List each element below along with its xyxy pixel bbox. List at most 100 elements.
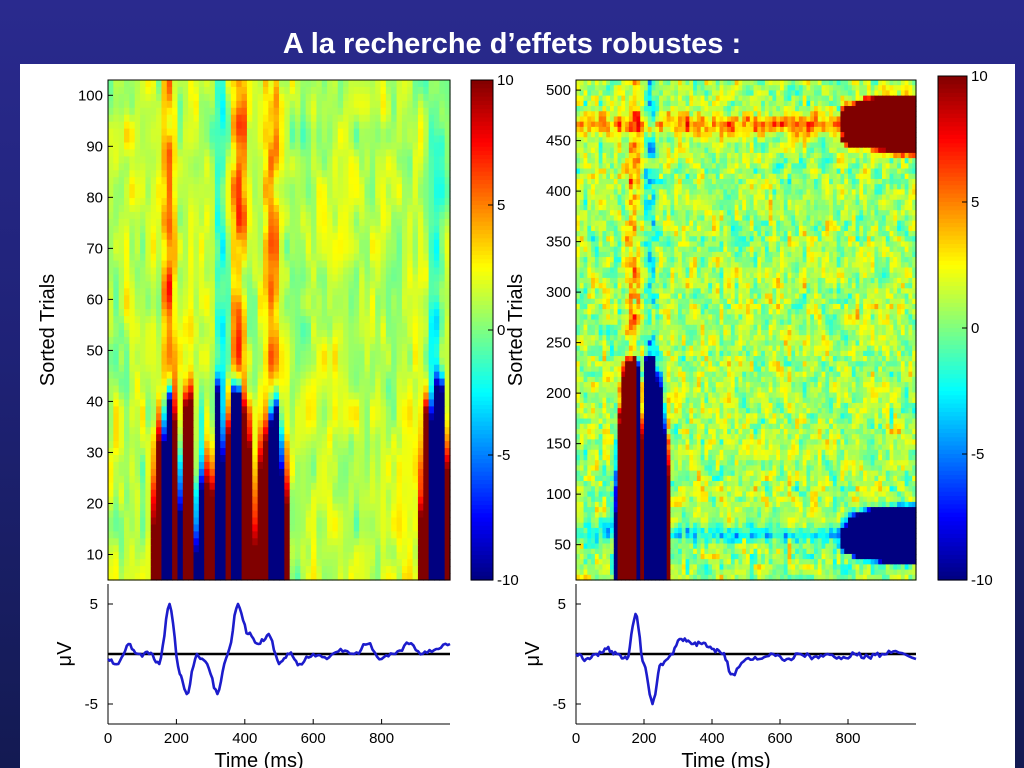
heatmap-cell bbox=[791, 85, 796, 92]
heatmap-cell bbox=[241, 489, 248, 498]
heatmap-cell bbox=[305, 413, 312, 421]
heatmap-cell bbox=[746, 85, 751, 92]
heatmap-cell bbox=[417, 211, 424, 220]
heatmap-cell bbox=[439, 211, 446, 220]
heatmap-cell bbox=[193, 392, 200, 401]
heatmap-cell bbox=[161, 455, 168, 463]
heatmap-cell bbox=[428, 135, 435, 144]
heatmap-cell bbox=[401, 455, 408, 463]
heatmap-cell bbox=[188, 420, 195, 428]
heatmap-cell bbox=[214, 121, 221, 130]
heatmap-cell bbox=[140, 114, 146, 123]
heatmap-cell bbox=[252, 517, 259, 526]
heatmap-cell bbox=[108, 357, 114, 366]
heatmap-cell bbox=[177, 475, 184, 484]
heatmap-cell bbox=[129, 552, 136, 560]
heatmap-cell bbox=[391, 225, 398, 234]
heatmap-cell bbox=[327, 295, 334, 303]
heatmap-cell bbox=[810, 85, 815, 92]
heatmap-cell bbox=[193, 281, 200, 289]
heatmap-cell bbox=[140, 93, 146, 102]
heatmap-cell bbox=[625, 80, 630, 86]
heatmap-cell bbox=[380, 135, 387, 144]
heatmap-cell bbox=[124, 441, 130, 449]
heatmap-cell bbox=[252, 107, 259, 116]
heatmap-cell bbox=[321, 330, 328, 338]
heatmap-cell bbox=[198, 489, 205, 498]
heatmap-cell bbox=[284, 545, 291, 553]
heatmap-cell bbox=[369, 385, 376, 394]
heatmap-cell bbox=[364, 253, 371, 262]
heatmap-cell bbox=[375, 461, 382, 470]
heatmap-cell bbox=[118, 253, 125, 262]
heatmap-cell bbox=[439, 274, 446, 282]
heatmap-cell bbox=[268, 573, 275, 581]
heatmap-cell bbox=[134, 475, 141, 484]
heatmap-cell bbox=[113, 475, 120, 484]
heatmap-cell bbox=[177, 232, 184, 241]
heatmap-cell bbox=[433, 475, 440, 484]
heatmap-cell bbox=[134, 177, 141, 185]
heatmap-cell bbox=[156, 107, 163, 116]
heatmap-cell bbox=[632, 90, 638, 97]
heatmap-cell bbox=[177, 288, 184, 296]
heatmap-cell bbox=[348, 288, 355, 296]
heatmap-cell bbox=[305, 427, 312, 435]
heatmap-cell bbox=[113, 100, 120, 109]
heatmap-cell bbox=[598, 80, 604, 86]
heatmap-cell bbox=[150, 434, 157, 442]
heatmap-cell bbox=[209, 274, 216, 282]
heatmap-cell bbox=[145, 218, 152, 227]
heatmap-cell bbox=[268, 128, 275, 137]
heatmap-cell bbox=[606, 80, 611, 86]
heatmap-cell bbox=[327, 114, 334, 123]
heatmap-cell bbox=[246, 114, 253, 123]
heatmap-cell bbox=[177, 260, 184, 269]
heatmap-cell bbox=[636, 90, 641, 97]
heatmap-cell bbox=[108, 475, 114, 484]
heatmap-cell bbox=[375, 503, 382, 512]
heatmap-cell bbox=[182, 336, 189, 345]
heatmap-cell bbox=[273, 413, 280, 421]
heatmap-cell bbox=[113, 420, 120, 428]
heatmap-cell bbox=[348, 455, 355, 463]
heatmap-cell bbox=[166, 566, 173, 574]
heatmap-cell bbox=[791, 80, 796, 86]
heatmap-cell bbox=[343, 461, 350, 470]
heatmap-cell bbox=[423, 135, 430, 144]
heatmap-cell bbox=[262, 392, 269, 401]
heatmap-cell bbox=[145, 142, 152, 151]
heatmap-cell bbox=[145, 413, 152, 421]
heatmap-cell bbox=[391, 441, 398, 449]
heatmap-cell bbox=[230, 364, 237, 373]
heatmap-cell bbox=[348, 135, 355, 144]
heatmap-cell bbox=[316, 573, 323, 581]
heatmap-cell bbox=[268, 385, 275, 394]
heatmap-cell bbox=[375, 107, 382, 116]
heatmap-cell bbox=[214, 573, 221, 581]
heatmap-cell bbox=[428, 545, 435, 553]
heatmap-cell bbox=[182, 274, 189, 282]
heatmap-cell bbox=[230, 343, 237, 352]
heatmap-cell bbox=[209, 538, 216, 546]
heatmap-cell bbox=[305, 309, 312, 317]
heatmap-cell bbox=[156, 399, 163, 407]
heatmap-cell bbox=[337, 468, 344, 477]
heatmap-cell bbox=[268, 441, 275, 449]
heatmap-cell bbox=[134, 198, 141, 206]
heatmap-cell bbox=[439, 177, 446, 185]
heatmap-cell bbox=[198, 253, 205, 262]
heatmap-cell bbox=[252, 191, 259, 199]
heatmap-cell bbox=[134, 566, 141, 574]
heatmap-cell bbox=[289, 392, 296, 401]
heatmap-cell bbox=[225, 156, 232, 164]
heatmap-cell bbox=[439, 323, 446, 331]
heatmap-cell bbox=[273, 86, 280, 95]
heatmap-cell bbox=[300, 399, 307, 407]
heatmap-cell bbox=[129, 128, 136, 137]
heatmap-cell bbox=[353, 385, 360, 394]
heatmap-cell bbox=[305, 198, 312, 206]
heatmap-cell bbox=[417, 482, 424, 491]
heatmap-cell bbox=[855, 85, 860, 92]
heatmap-cell bbox=[236, 434, 243, 442]
